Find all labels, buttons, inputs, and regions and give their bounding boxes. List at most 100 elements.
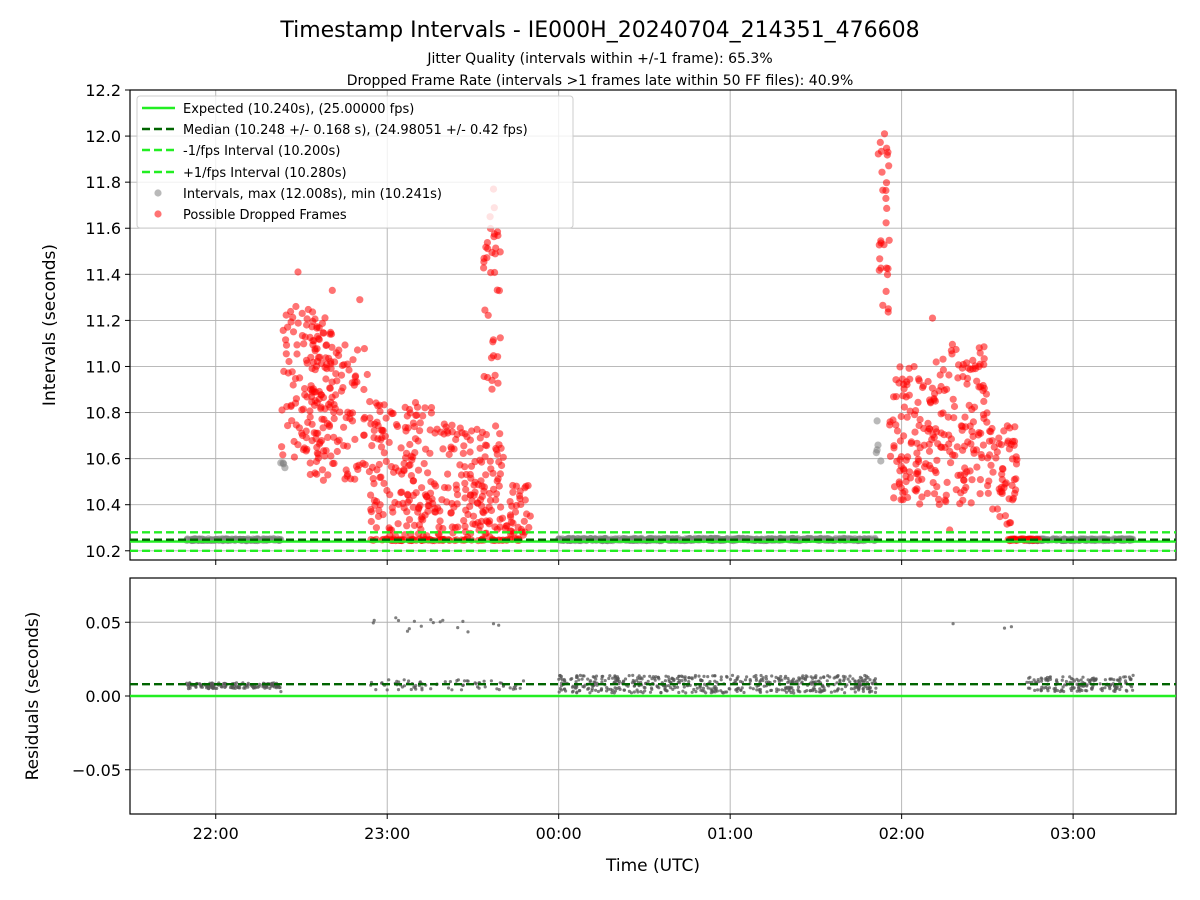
dropped-frame-point [488,376,496,384]
residual-point [405,629,410,633]
residual-point [784,674,788,679]
dropped-frame-point [308,388,316,396]
residual-point [751,687,755,691]
dropped-frame-point [489,469,497,477]
dropped-frame-point [323,365,331,373]
dropped-frame-point [988,437,996,445]
residual-point [564,689,568,693]
dropped-frame-point [382,457,390,465]
dropped-frame-point [932,358,940,366]
dropped-frame-point [982,390,991,398]
dropped-frame-point [911,428,919,436]
residual-point [371,621,375,625]
dropped-frame-point [884,148,892,156]
residual-point [804,674,808,678]
dropped-frame-point [992,454,1000,462]
residual-point [1081,684,1086,688]
residual-point [1033,688,1037,693]
dropped-frame-point [318,415,326,423]
dropped-frame-point [896,437,905,445]
dropped-frame-point [987,461,995,469]
residual-point [622,688,626,692]
residual-point [1131,688,1135,692]
residual-point [224,684,228,689]
dropped-frame-point [287,307,295,316]
residual-point [791,688,795,692]
dropped-frame-point [402,454,410,462]
dropped-frame-point [902,478,910,486]
dropped-frame-point [328,343,336,351]
residual-point [777,677,781,681]
residual-point [1061,675,1065,679]
dropped-frame-point [333,447,341,456]
dropped-frame-point [1000,427,1008,435]
residual-point [846,677,850,681]
residual-point [829,690,834,694]
residual-point [730,673,735,678]
dropped-frame-point [471,488,479,496]
residual-point [1028,675,1032,679]
intervals-axes-frame [129,89,1177,561]
residual-point [868,678,872,682]
residual-point [407,627,411,631]
residual-point [672,678,676,682]
residual-point [1129,677,1133,681]
dropped-frame-point [490,230,498,238]
residual-point [1053,688,1057,692]
dropped-frame-point [491,250,499,258]
dropped-frame-point [332,370,340,378]
dropped-frame-point [516,495,524,503]
dropped-frame-point [460,442,468,450]
dropped-frame-point [471,458,479,466]
dropped-frame-point [328,286,336,294]
residual-point [575,691,579,695]
dropped-frame-point [933,483,941,491]
residual-point [482,679,486,683]
legend-expected-label: Expected (10.240s), (25.00000 fps) [183,102,414,117]
residual-point [775,689,779,694]
dropped-frame-point [876,138,884,146]
dropped-frame-point [426,449,434,457]
residual-point [694,690,698,694]
dropped-frame-point [426,489,435,497]
dropped-frame-point [389,508,397,516]
dropped-frame-point [395,467,403,475]
residual-point [770,674,774,678]
dropped-frame-point [925,447,934,455]
dropped-frame-point [405,516,414,524]
residual-point [279,690,283,694]
dropped-frame-point [324,471,332,479]
residual-point [577,689,582,693]
dropped-frame-point [461,479,469,487]
residual-point [1103,686,1107,690]
chart-subtitle-jitter: Jitter Quality (intervals within +/-1 fr… [426,51,772,67]
residual-point [819,676,823,680]
dropped-frame-point [1010,441,1018,449]
dropped-frame-point [306,413,314,421]
dropped-frame-point [337,371,346,379]
residual-point [501,684,505,688]
dropped-frame-point [900,403,909,411]
residual-point [739,688,743,692]
dropped-frame-point [480,483,488,491]
residual-point [518,686,522,690]
dropped-frame-point [367,508,375,516]
dropped-frame-point [424,469,432,477]
dropped-frame-point [319,424,327,432]
dropped-frame-point [480,372,488,381]
residual-point [702,674,706,679]
residual-point [679,674,684,678]
residual-point [682,685,686,689]
dropped-frame-point [473,425,481,433]
residual-point [1070,677,1074,681]
dropped-frame-point [330,401,338,409]
residual-point [638,677,642,681]
dropped-frame-point [300,340,308,348]
dropped-frame-point [517,500,525,508]
residual-point [1092,676,1096,680]
residual-point [1078,689,1082,693]
dropped-frame-point [478,428,486,436]
dropped-frame-point [483,254,491,262]
residual-point [803,678,808,682]
dropped-frame-point [492,490,501,498]
